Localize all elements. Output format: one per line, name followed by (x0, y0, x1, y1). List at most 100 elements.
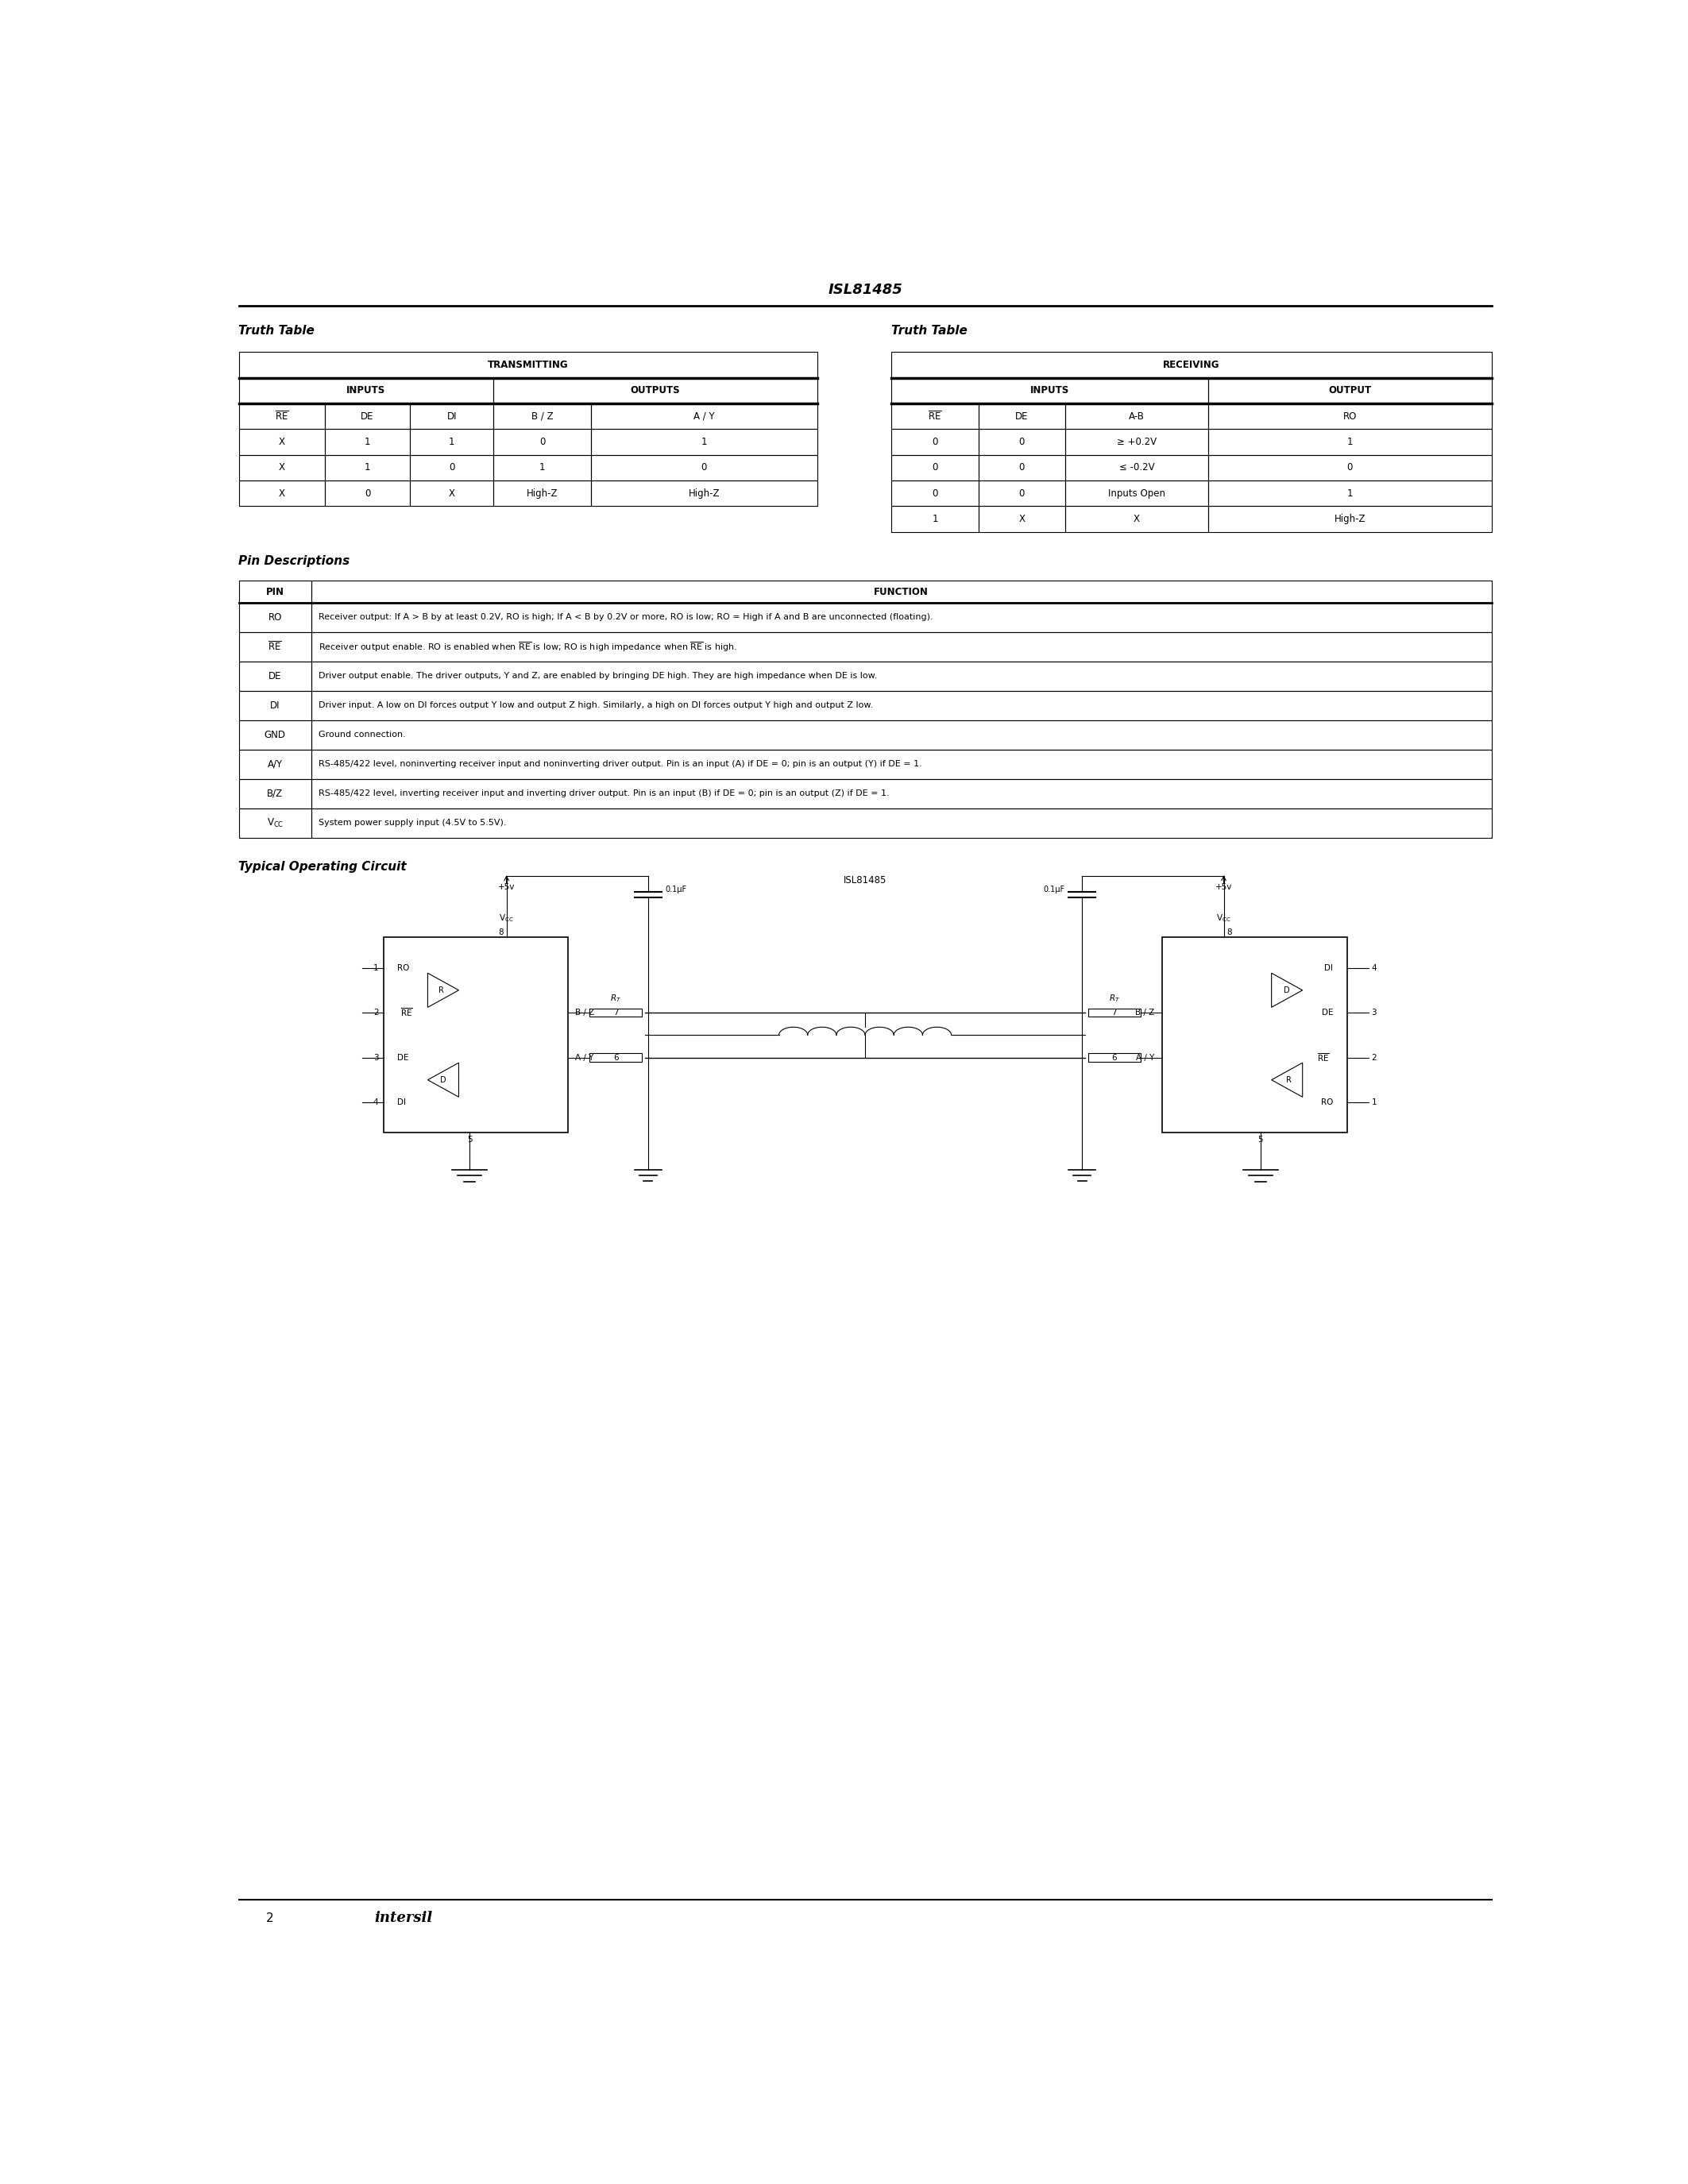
Text: System power supply input (4.5V to 5.5V).: System power supply input (4.5V to 5.5V)… (319, 819, 506, 828)
Text: 6: 6 (613, 1053, 618, 1061)
Text: 0: 0 (538, 437, 545, 448)
Text: X: X (279, 487, 285, 498)
Bar (591, 480, 817, 507)
Bar (238, 404, 324, 428)
Text: B/Z: B/Z (267, 788, 284, 799)
Text: DI: DI (270, 701, 280, 710)
Text: $R_T$: $R_T$ (1109, 994, 1121, 1005)
Text: 1: 1 (538, 463, 545, 472)
Text: Pin Descriptions: Pin Descriptions (238, 555, 349, 568)
Text: 1: 1 (1347, 487, 1352, 498)
Bar (891, 507, 979, 531)
Bar (1209, 507, 1492, 531)
Bar (1065, 507, 1209, 531)
Text: High-Z: High-Z (1334, 513, 1366, 524)
Text: 0: 0 (932, 437, 939, 448)
Text: DE: DE (268, 670, 282, 681)
Text: 7: 7 (613, 1009, 618, 1016)
Bar (238, 428, 324, 454)
Bar (493, 480, 591, 507)
Text: 3: 3 (373, 1053, 378, 1061)
Text: PIN: PIN (267, 587, 284, 596)
Bar (238, 352, 817, 378)
Text: R: R (1286, 1077, 1291, 1083)
Text: $\overline{\mathrm{RE}}$: $\overline{\mathrm{RE}}$ (268, 640, 282, 653)
Text: Driver input. A low on DI forces output Y low and output Z high. Similarly, a hi: Driver input. A low on DI forces output … (319, 701, 873, 710)
Text: OUTPUT: OUTPUT (1328, 384, 1371, 395)
Text: RO: RO (1322, 1099, 1334, 1107)
Bar (591, 428, 817, 454)
Text: A/Y: A/Y (267, 760, 282, 769)
Bar (311, 780, 1492, 808)
Text: X: X (279, 437, 285, 448)
Text: 8: 8 (1227, 928, 1232, 937)
Text: D: D (441, 1077, 446, 1083)
Text: Truth Table: Truth Table (891, 325, 967, 336)
Text: DI: DI (1325, 963, 1334, 972)
Bar (493, 428, 591, 454)
Text: DE: DE (361, 411, 375, 422)
Bar (891, 352, 1492, 378)
Text: ≥ +0.2V: ≥ +0.2V (1117, 437, 1156, 448)
Text: 2: 2 (373, 1009, 378, 1016)
Bar (238, 454, 324, 480)
Text: Ground connection.: Ground connection. (319, 732, 405, 738)
Bar (1065, 404, 1209, 428)
Bar (410, 454, 493, 480)
Text: 0: 0 (932, 463, 939, 472)
Bar (311, 808, 1492, 836)
Bar (1089, 1053, 1141, 1061)
Bar (311, 721, 1492, 749)
Text: X: X (1133, 513, 1139, 524)
Text: 0.1μF: 0.1μF (665, 887, 687, 893)
Text: 2: 2 (1371, 1053, 1377, 1061)
Text: intersil: intersil (375, 1911, 432, 1926)
Text: High-Z: High-Z (527, 487, 559, 498)
Bar (324, 404, 410, 428)
Text: RO: RO (1344, 411, 1357, 422)
Text: DE: DE (1322, 1009, 1334, 1016)
Text: RS-485/422 level, noninverting receiver input and noninverting driver output. Pi: RS-485/422 level, noninverting receiver … (319, 760, 922, 769)
Bar (591, 404, 817, 428)
Bar (238, 662, 311, 690)
Bar (311, 631, 1492, 662)
Text: Receiver output enable. RO is enabled when $\overline{\mathrm{RE}}$ is low; RO i: Receiver output enable. RO is enabled wh… (319, 640, 738, 653)
Text: OUTPUTS: OUTPUTS (631, 384, 680, 395)
Bar (238, 480, 324, 507)
Text: 1: 1 (373, 963, 378, 972)
Bar (589, 1009, 641, 1018)
Bar (383, 937, 569, 1133)
Bar (1209, 378, 1492, 404)
Text: 1: 1 (365, 463, 370, 472)
Text: 0: 0 (1347, 463, 1352, 472)
Bar (891, 378, 1209, 404)
Bar (238, 378, 493, 404)
Text: $\overline{\mathrm{RE}}$: $\overline{\mathrm{RE}}$ (928, 411, 942, 422)
Text: 1: 1 (365, 437, 370, 448)
Text: DE: DE (1014, 411, 1028, 422)
Text: GND: GND (265, 729, 285, 740)
Bar (238, 631, 311, 662)
Bar (238, 780, 311, 808)
Bar (311, 690, 1492, 721)
Text: DI: DI (397, 1099, 405, 1107)
Text: DI: DI (447, 411, 457, 422)
Text: 8: 8 (498, 928, 503, 937)
Text: $R_T$: $R_T$ (609, 994, 621, 1005)
Bar (1089, 1009, 1141, 1018)
Bar (493, 454, 591, 480)
Text: Receiver output: If A > B by at least 0.2V, RO is high; If A < B by 0.2V or more: Receiver output: If A > B by at least 0.… (319, 614, 933, 620)
Text: $\mathrm{V_{CC}}$: $\mathrm{V_{CC}}$ (1217, 913, 1231, 924)
Bar (493, 378, 817, 404)
Bar (410, 428, 493, 454)
Bar (238, 808, 311, 836)
Text: High-Z: High-Z (689, 487, 719, 498)
Text: 1: 1 (1347, 437, 1352, 448)
Text: RECEIVING: RECEIVING (1163, 360, 1220, 369)
Text: RO: RO (268, 612, 282, 622)
Text: ISL81485: ISL81485 (844, 876, 886, 885)
Text: B / Z: B / Z (576, 1009, 594, 1016)
Text: Driver output enable. The driver outputs, Y and Z, are enabled by bringing DE hi: Driver output enable. The driver outputs… (319, 673, 878, 679)
Text: Truth Table: Truth Table (238, 325, 316, 336)
Bar (1209, 404, 1492, 428)
